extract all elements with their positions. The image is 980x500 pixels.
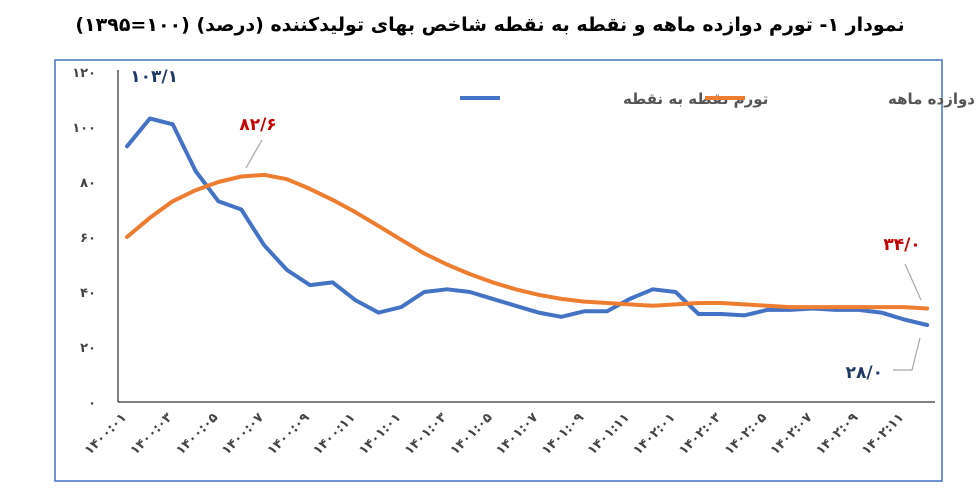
legend-label-point-to-point: تورم نقطه به نقطه: [623, 90, 768, 108]
chart-title: نمودار ۱- تورم دوازده ماهه و نقطه به نقط…: [75, 14, 905, 36]
x-tick-label: ۱۴۰۰:۰۵: [173, 410, 221, 458]
annotation-leader-line: [893, 337, 921, 371]
annotation-leader-line: [904, 263, 922, 301]
data-label: ۲۸/۰: [846, 363, 883, 383]
series-line-point-to-point: [125, 116, 930, 327]
x-tick-label: ۱۴۰۰:۰۷: [219, 410, 267, 458]
x-tick-label: ۱۴۰۲:۰۳: [676, 410, 724, 458]
chart-frame: [54, 59, 943, 482]
x-tick-label: ۱۴۰۲:۰۱: [631, 410, 679, 458]
y-tick-label: ۸۰: [80, 176, 96, 191]
x-tick-label: ۱۴۰۱:۰۳: [402, 410, 450, 458]
y-tick-label: ۱۲۰: [72, 66, 96, 81]
y-tick-label: ۰: [88, 396, 96, 411]
y-tick-label: ۱۰۰: [72, 121, 96, 136]
x-tick-label: ۱۴۰۱:۰۹: [539, 410, 587, 458]
x-tick-label: ۱۴۰۲:۰۵: [722, 410, 770, 458]
x-tick-label: ۱۴۰۱:۰۱: [356, 410, 404, 458]
series-line-twelve-month: [125, 172, 930, 311]
x-tick-label: ۱۴۰۰:۰۹: [265, 410, 313, 458]
x-tick-label: ۱۴۰۲:۰۹: [813, 410, 861, 458]
x-tick-label: ۱۴۰۲:۰۷: [768, 410, 816, 458]
data-label: ۱۰۳/۱: [130, 67, 178, 87]
x-tick-label: ۱۴۰۱:۱۱: [585, 410, 633, 458]
data-label: ۳۴/۰: [883, 235, 920, 255]
annotation-leader-line: [245, 139, 263, 169]
x-tick-label: ۱۴۰۱:۰۷: [493, 410, 541, 458]
x-tick-label: ۱۴۰۰:۱۱: [310, 410, 358, 458]
x-tick-label: ۱۴۰۱:۰۵: [448, 410, 496, 458]
y-tick-label: ۴۰: [80, 286, 96, 301]
x-tick-label: ۱۴۰۰:۰۱: [82, 410, 130, 458]
y-tick-label: ۲۰: [80, 341, 96, 356]
legend-label-twelve-month: تورم دوازده ماهه: [888, 90, 980, 108]
x-tick-label: ۱۴۰۰:۰۳: [128, 410, 176, 458]
data-label: ۸۲/۶: [239, 115, 276, 135]
x-tick-label: ۱۴۰۲:۱۱: [859, 410, 907, 458]
y-tick-label: ۶۰: [80, 231, 96, 246]
